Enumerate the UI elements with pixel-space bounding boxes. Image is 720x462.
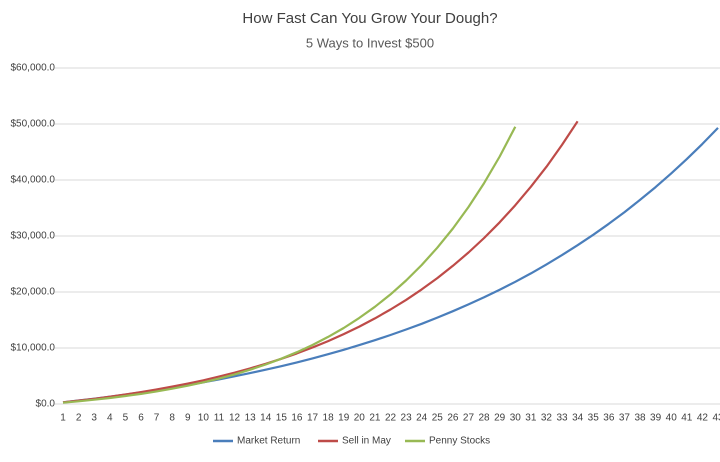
x-tick-label: 41	[681, 413, 693, 424]
x-tick-label: 4	[107, 413, 113, 424]
x-tick-label: 36	[603, 413, 615, 424]
x-tick-label: 19	[338, 413, 350, 424]
x-tick-label: 30	[510, 413, 522, 424]
x-tick-label: 27	[463, 413, 475, 424]
legend-label: Market Return	[237, 436, 300, 447]
x-tick-label: 34	[572, 413, 584, 424]
x-tick-label: 7	[154, 413, 160, 424]
legend-label: Penny Stocks	[429, 436, 490, 447]
x-tick-label: 12	[229, 413, 241, 424]
y-tick-label: $40,000.0	[11, 175, 56, 186]
x-tick-label: 42	[697, 413, 709, 424]
x-tick-label: 13	[245, 413, 257, 424]
x-tick-label: 16	[291, 413, 303, 424]
x-tick-label: 43	[712, 413, 720, 424]
x-tick-label: 31	[525, 413, 537, 424]
x-tick-label: 18	[323, 413, 335, 424]
x-tick-label: 2	[76, 413, 82, 424]
x-tick-label: 38	[634, 413, 646, 424]
x-tick-label: 37	[619, 413, 631, 424]
chart-subtitle: 5 Ways to Invest $500	[306, 35, 434, 50]
x-tick-label: 6	[138, 413, 144, 424]
x-tick-label: 32	[541, 413, 553, 424]
x-tick-label: 26	[447, 413, 459, 424]
y-tick-label: $10,000.0	[11, 343, 56, 354]
x-tick-label: 25	[432, 413, 444, 424]
y-tick-label: $50,000.0	[11, 119, 56, 130]
x-tick-label: 29	[494, 413, 506, 424]
x-tick-label: 39	[650, 413, 662, 424]
x-tick-label: 35	[588, 413, 600, 424]
x-tick-label: 5	[123, 413, 129, 424]
x-tick-label: 40	[666, 413, 678, 424]
x-tick-label: 33	[556, 413, 568, 424]
x-tick-label: 8	[169, 413, 175, 424]
x-tick-label: 14	[260, 413, 272, 424]
x-tick-label: 23	[401, 413, 413, 424]
x-tick-label: 28	[479, 413, 491, 424]
x-tick-label: 15	[276, 413, 288, 424]
x-tick-label: 24	[416, 413, 428, 424]
series-line	[62, 120, 579, 404]
x-tick-label: 1	[60, 413, 66, 424]
y-tick-label: $30,000.0	[11, 231, 56, 242]
series-line	[62, 127, 719, 404]
y-tick-label: $60,000.0	[11, 63, 56, 74]
legend-label: Sell in May	[342, 436, 391, 447]
x-tick-label: 17	[307, 413, 319, 424]
x-tick-label: 11	[214, 413, 225, 424]
y-tick-label: $20,000.0	[11, 287, 56, 298]
y-tick-label: $0.0	[36, 399, 56, 410]
series-line	[62, 126, 517, 404]
x-tick-label: 10	[198, 413, 210, 424]
x-tick-label: 21	[369, 413, 381, 424]
chart-title: How Fast Can You Grow Your Dough?	[242, 10, 497, 27]
x-tick-label: 9	[185, 413, 191, 424]
x-tick-label: 22	[385, 413, 397, 424]
x-tick-label: 3	[91, 413, 97, 424]
x-tick-label: 20	[354, 413, 366, 424]
